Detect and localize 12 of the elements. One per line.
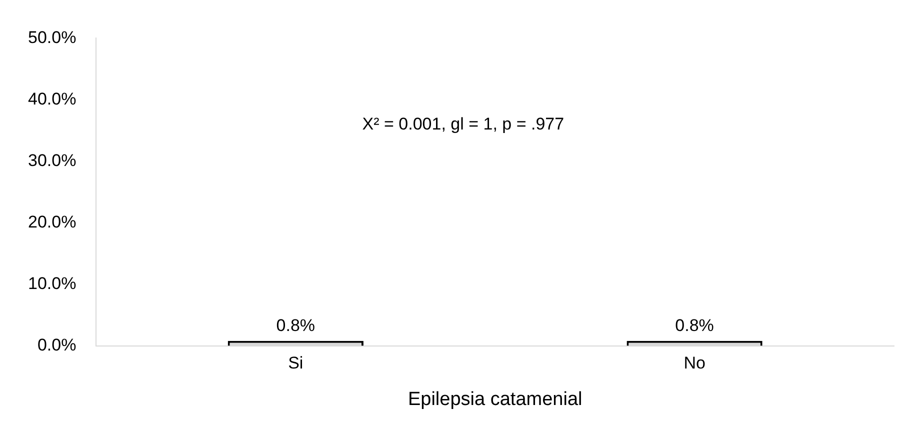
data-label: 0.8% bbox=[675, 316, 714, 336]
y-tick-label: 30.0% bbox=[28, 150, 76, 170]
data-label: 0.8% bbox=[276, 316, 316, 336]
y-tick-label: 0.0% bbox=[37, 335, 76, 354]
x-tick-label: Si bbox=[288, 354, 304, 373]
x-tick-label: No bbox=[684, 354, 706, 373]
x-axis-title: Epilepsia catamenial bbox=[408, 388, 582, 410]
y-tick-label: 40.0% bbox=[28, 89, 76, 108]
y-tick-label: 50.0% bbox=[28, 28, 76, 47]
y-tick-label: 10.0% bbox=[28, 274, 76, 293]
annotation: Χ² = 0.001, gl = 1, p = .977 bbox=[362, 114, 564, 134]
y-tick-label: 20.0% bbox=[28, 212, 76, 232]
